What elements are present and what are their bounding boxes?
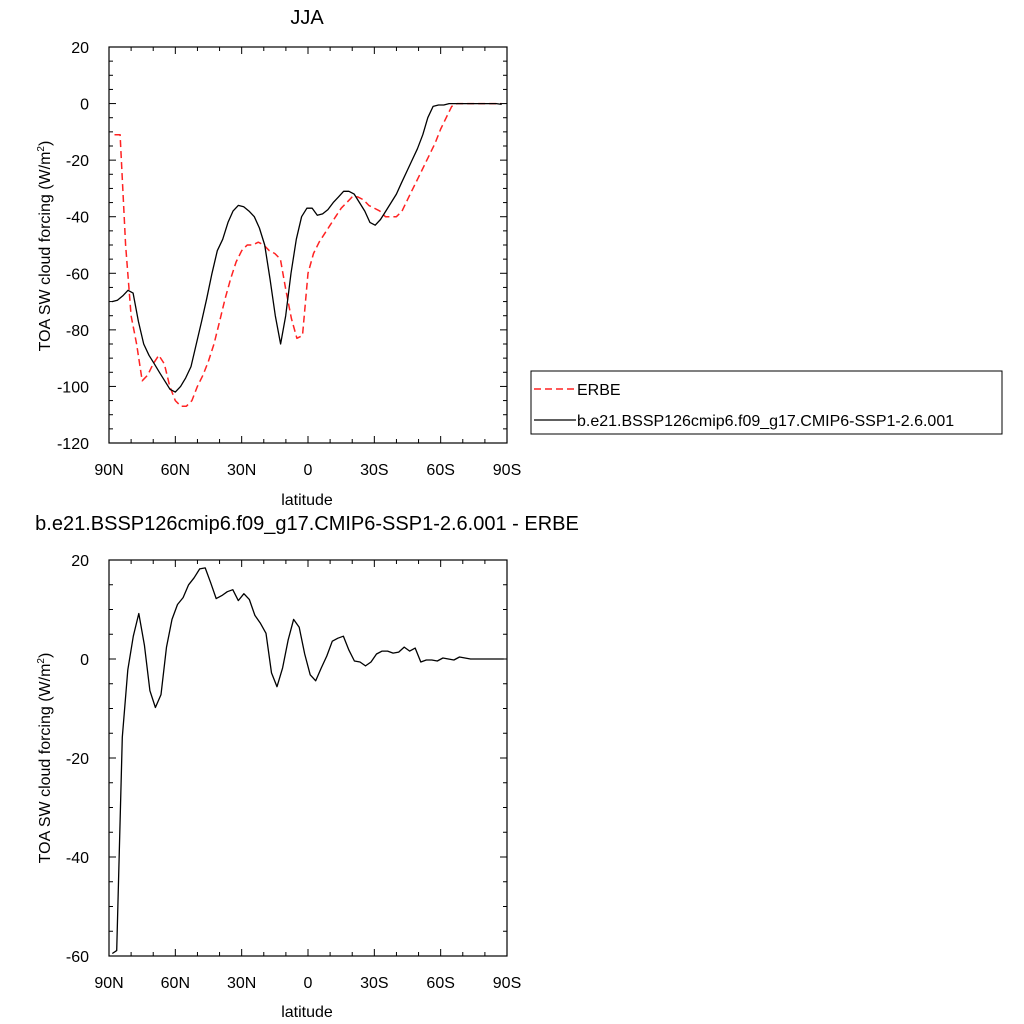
series-line-model: [111, 567, 504, 955]
x-tick-label: 60N: [161, 462, 190, 479]
svg-text:TOA SW cloud forcing (W/m2): TOA SW cloud forcing (W/m2): [36, 141, 54, 352]
y-tick-label: -40: [66, 850, 89, 867]
x-tick-label: 0: [304, 462, 313, 479]
panel-jja: JJA TOA SW cloud forcing (W/m2) latitude…: [36, 7, 1003, 509]
y-axis-label-text: TOA SW cloud forcing (W/m: [37, 664, 54, 864]
y-tick-label: -60: [66, 949, 89, 966]
y-tick-label: 20: [71, 553, 89, 570]
x-tick-label: 60N: [161, 975, 190, 992]
y-tick-label: -100: [57, 379, 89, 396]
y-tick-label: -20: [66, 751, 89, 768]
x-tick-label: 60S: [426, 975, 454, 992]
x-tick-label: 90N: [94, 975, 123, 992]
x-tick-label: 30N: [227, 975, 256, 992]
y-axis-label-tail: ): [37, 653, 54, 658]
legend-label-erbe: ERBE: [577, 382, 621, 399]
panel-difference: b.e21.BSSP126cmip6.f09_g17.CMIP6-SSP1-2.…: [35, 513, 579, 1021]
x-tick-label: 30S: [360, 975, 388, 992]
plot-frame: [108, 559, 508, 957]
x-axis-label: latitude: [281, 492, 333, 509]
y-axis-label-superscript: 2: [36, 658, 47, 664]
y-axis-label-text: TOA SW cloud forcing (W/m: [37, 152, 54, 352]
y-axis-label-superscript: 2: [36, 146, 47, 152]
y-tick-label: -20: [66, 153, 89, 170]
x-tick-label: 30N: [227, 462, 256, 479]
series-line-erbe: [114, 102, 502, 407]
svg-text:TOA SW cloud forcing (W/m2): TOA SW cloud forcing (W/m2): [36, 653, 54, 864]
y-tick-label: -40: [66, 210, 89, 227]
x-tick-label: 30S: [360, 462, 388, 479]
y-axis-label: TOA SW cloud forcing (W/m2): [36, 653, 54, 864]
x-axis-label: latitude: [281, 1004, 333, 1021]
x-tick-label: 60S: [426, 462, 454, 479]
x-tick-label: 0: [304, 975, 313, 992]
chart-title: JJA: [290, 7, 324, 29]
series-group: [111, 102, 502, 407]
chart-title: b.e21.BSSP126cmip6.f09_g17.CMIP6-SSP1-2.…: [35, 513, 579, 535]
series-group: [111, 567, 504, 955]
legend-label-model: b.e21.BSSP126cmip6.f09_g17.CMIP6-SSP1-2.…: [577, 413, 954, 430]
y-axis-label-tail: ): [37, 141, 54, 146]
y-tick-label: -60: [66, 266, 89, 283]
y-tick-label: 0: [80, 97, 89, 114]
x-tick-label: 90S: [493, 462, 521, 479]
legend-box: [530, 370, 1003, 435]
legend: ERBE b.e21.BSSP126cmip6.f09_g17.CMIP6-SS…: [530, 370, 1003, 435]
y-tick-label: 0: [80, 652, 89, 669]
x-tick-label: 90S: [493, 975, 521, 992]
series-line-model: [111, 102, 502, 393]
axis-ticks: 90N 60N 30N 0 30S 60S 90S 20 0 -20 -40 -60 -80 -100 -1…: [57, 40, 521, 479]
y-tick-label: 20: [71, 40, 89, 57]
y-axis-label: TOA SW cloud forcing (W/m2): [36, 141, 54, 352]
y-tick-label: -80: [66, 323, 89, 340]
x-tick-label: 90N: [94, 462, 123, 479]
axis-ticks: 90N 60N 30N 0 30S 60S 90S 20 0 -20 -40 -60: [66, 553, 521, 992]
y-tick-label: -120: [57, 436, 89, 453]
